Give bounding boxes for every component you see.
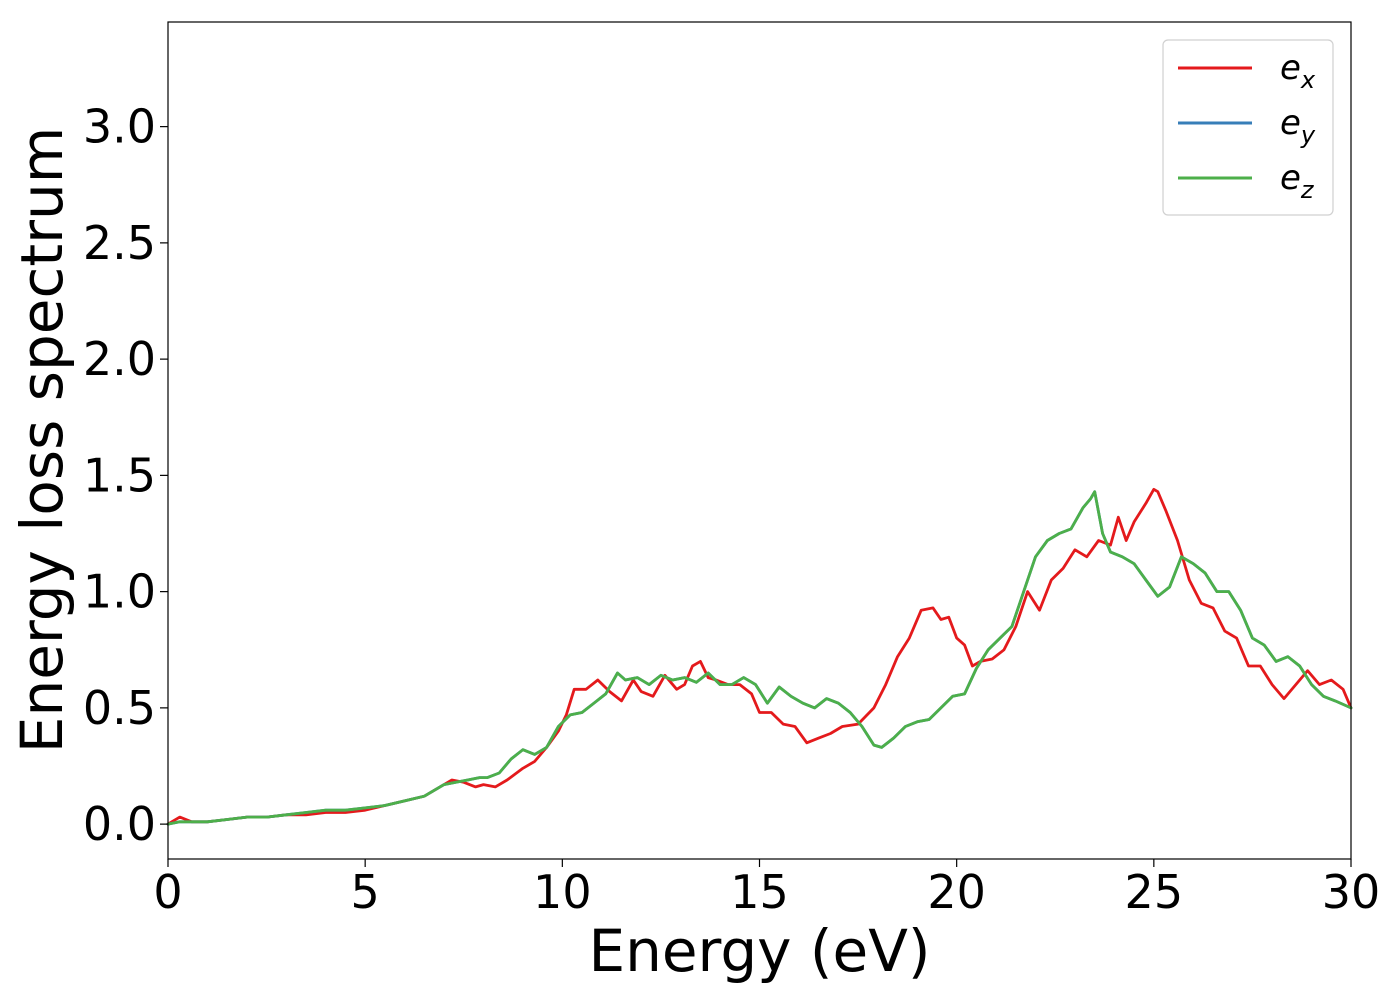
series-line-z	[166, 490, 1353, 826]
x-tick-label: 5	[351, 865, 380, 919]
x-tick-label: 20	[927, 865, 986, 919]
x-tick-label: 15	[730, 865, 789, 919]
x-axis-ticks: 0 5 10 15 20 25 30	[153, 859, 1380, 919]
y-axis-ticks: 0.0 0.5 1.0 1.5 2.0 2.5 3.0	[83, 100, 168, 851]
x-tick-label: 0	[153, 865, 182, 919]
y-tick-label: 0.5	[83, 681, 156, 735]
y-tick-label: 2.0	[83, 332, 156, 386]
legend: ex ey ez	[1162, 39, 1334, 216]
y-tick-label: 1.0	[83, 565, 156, 619]
x-tick-label: 30	[1322, 865, 1381, 919]
legend-label-y: ey	[1280, 103, 1316, 149]
x-tick-label: 25	[1125, 865, 1184, 919]
y-tick-label: 3.0	[83, 100, 156, 154]
series-line-y	[166, 490, 1353, 826]
series-layer	[166, 487, 1353, 826]
y-axis-label: Energy loss spectrum	[8, 127, 76, 753]
legend-label-x: ex	[1280, 48, 1316, 94]
y-tick-label: 2.5	[83, 216, 156, 270]
legend-label-z: ez	[1280, 158, 1315, 204]
y-tick-label: 1.5	[83, 448, 156, 502]
y-tick-label: 0.0	[83, 797, 156, 851]
x-tick-label: 10	[533, 865, 592, 919]
series-line-x	[166, 487, 1353, 826]
legend-box	[1162, 39, 1334, 216]
x-axis-label: Energy (eV)	[588, 917, 930, 985]
